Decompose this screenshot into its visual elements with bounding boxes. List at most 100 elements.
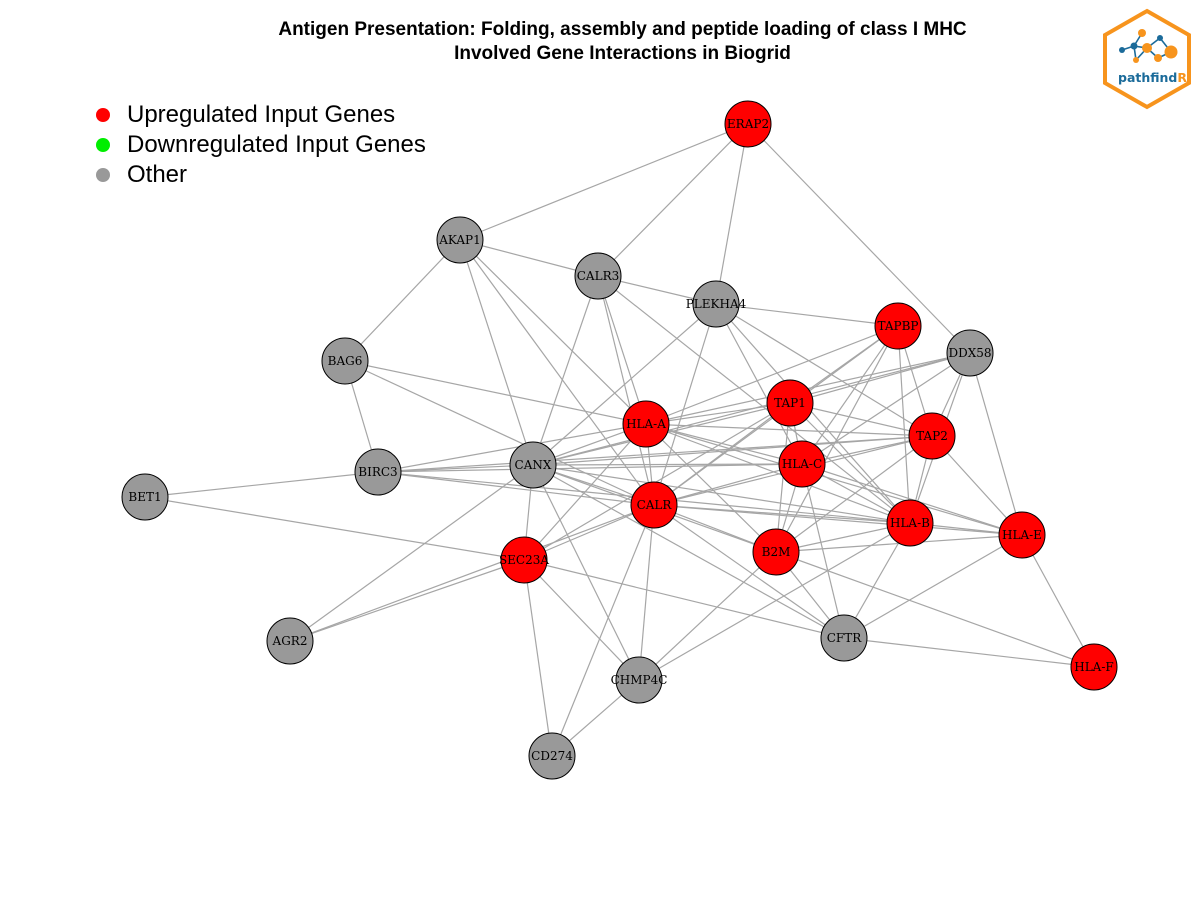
edge-hla-a-hla-c [645,423,803,465]
node-circle-plekha4 [692,280,740,328]
edge-birc3-canx [377,464,534,473]
node-sec23a: SEC23A [499,536,549,584]
node-hla-c: HLA-C [778,440,826,488]
edge-calr-cd274 [551,504,655,757]
node-circle-b2m [752,528,800,576]
svg-text:pathfindR: pathfindR [1118,70,1187,85]
edge-birc3-bet1 [144,471,379,498]
node-label-bag6: BAG6 [328,354,363,368]
edge-tapbp-hla-c [801,325,899,465]
edge-tap1-hla-b [789,402,911,524]
node-label-hla-f: HLA-F [1074,660,1113,674]
node-cftr: CFTR [820,614,868,662]
node-ddx58: DDX58 [946,329,994,377]
edge-akap1-calr3 [459,239,599,277]
edge-tap1-sec23a [523,402,791,561]
node-circle-hla-c [778,440,826,488]
edge-calr3-hla-a [597,275,647,425]
node-circle-ddx58 [946,329,994,377]
edge-bag6-calr [344,360,655,506]
node-agr2: AGR2 [266,617,314,665]
node-circle-cftr [820,614,868,662]
edge-canx-cftr [532,464,845,639]
node-circle-tapbp [874,302,922,350]
node-circle-canx [509,441,557,489]
node-circle-akap1 [436,216,484,264]
node-label-b2m: B2M [762,545,791,559]
node-birc3: BIRC3 [354,448,402,496]
node-label-sec23a: SEC23A [499,553,549,567]
edge-plekha4-tap2 [715,303,933,437]
edge-calr-cftr [653,504,845,639]
node-calr: CALR [630,481,678,529]
node-layer: ERAP2 AKAP1 CALR3 PLEKHA4 TAPBP DDX58 BAG6 TAP1… [121,100,1118,780]
node-label-tapbp: TAPBP [878,319,919,333]
edge-birc3-calr [377,471,655,506]
edge-bet1-sec23a [144,496,525,561]
node-label-chmp4c: CHMP4C [611,673,668,687]
node-label-calr: CALR [637,498,673,512]
edge-plekha4-tapbp [715,303,899,327]
edge-ddx58-hla-e [969,352,1023,536]
chart-title-line1: Antigen Presentation: Folding, assembly … [278,19,967,40]
node-circle-chmp4c [615,656,663,704]
node-label-hla-b: HLA-B [890,516,930,530]
node-akap1: AKAP1 [436,216,484,264]
node-canx: CANX [509,441,557,489]
node-cd274: CD274 [528,732,576,780]
node-circle-erap2 [724,100,772,148]
node-label-calr3: CALR3 [577,269,620,283]
edge-ddx58-tap1 [789,352,971,404]
edge-b2m-hla-f [775,551,1095,668]
node-hla-e: HLA-E [998,511,1046,559]
node-circle-tap2 [908,412,956,460]
edge-akap1-canx [459,239,534,466]
legend-dot-upregulated [96,108,110,122]
edge-hla-c-birc3 [377,463,803,473]
edge-hla-e-hla-f [1021,534,1095,668]
node-circle-calr3 [574,252,622,300]
legend-item-downregulated: Downregulated Input Genes [96,130,426,160]
edge-tapbp-b2m [775,325,899,553]
node-bag6: BAG6 [321,337,369,385]
node-circle-agr2 [266,617,314,665]
edge-plekha4-hla-c [715,303,803,465]
edge-hla-c-cftr [801,463,845,639]
edge-calr3-canx [532,275,599,466]
node-label-erap2: ERAP2 [727,117,769,131]
chart-title: Antigen Presentation: Folding, assembly … [0,18,1200,66]
node-label-agr2: AGR2 [272,634,308,648]
node-label-akap1: AKAP1 [438,233,481,247]
node-circle-bet1 [121,473,169,521]
node-tapbp: TAPBP [874,302,922,350]
node-circle-bag6 [321,337,369,385]
edge-canx-chmp4c [532,464,640,681]
edge-erap2-calr3 [597,123,749,277]
node-circle-hla-f [1070,643,1118,691]
edge-sec23a-agr2 [289,559,525,642]
edge-tapbp-hla-a [645,325,899,425]
edge-hla-b-chmp4c [638,522,911,681]
node-label-bet1: BET1 [128,490,161,504]
node-label-plekha4: PLEKHA4 [686,297,747,311]
chart-title-line2: Involved Gene Interactions in Biogrid [454,43,791,64]
edge-cftr-hla-f [843,637,1095,668]
edge-calr-chmp4c [638,504,655,681]
edge-hla-a-birc3 [377,423,647,473]
edge-calr-agr2 [289,504,655,642]
node-tap2: TAP2 [908,412,956,460]
node-label-ddx58: DDX58 [948,346,991,360]
node-label-tap1: TAP1 [774,396,806,410]
edge-hla-a-b2m [645,423,777,553]
edge-erap2-plekha4 [715,123,749,305]
node-erap2: ERAP2 [724,100,772,148]
node-tap1: TAP1 [766,379,814,427]
legend: Upregulated Input Genes Downregulated In… [96,100,426,190]
node-hla-f: HLA-F [1070,643,1118,691]
edge-plekha4-calr [653,303,717,506]
legend-label-upregulated: Upregulated Input Genes [127,101,396,128]
node-chmp4c: CHMP4C [611,656,668,704]
edge-calr-hla-e [653,504,1023,536]
